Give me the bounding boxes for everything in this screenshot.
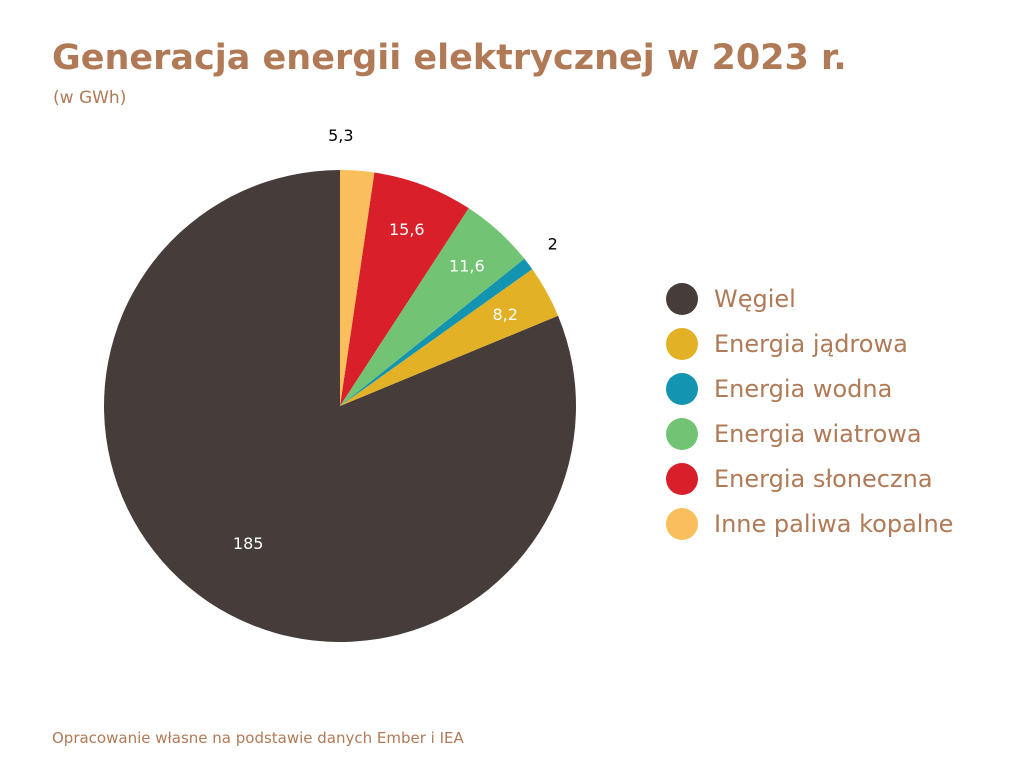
data-label-4: 11,6 <box>449 257 485 276</box>
chart-title: Generacja energii elektrycznej w 2023 r. <box>52 38 847 78</box>
legend-swatch <box>666 462 698 495</box>
legend-swatch <box>666 417 698 450</box>
data-label-6: 5,3 <box>328 126 353 145</box>
legend-label: Węgiel <box>714 284 796 313</box>
data-label-3: 2 <box>548 234 558 253</box>
legend-item: Węgiel <box>666 276 953 321</box>
legend: Węgiel Energia jądrowa Energia wodna Energi… <box>666 276 953 546</box>
legend-swatch <box>666 327 698 360</box>
data-label-2: 8,2 <box>492 305 517 324</box>
source-note: Opracowanie własne na podstawie danych E… <box>52 729 464 747</box>
legend-label: Inne paliwa kopalne <box>714 509 954 538</box>
data-label-1: 185 <box>233 534 264 553</box>
legend-label: Energia słoneczna <box>714 464 933 493</box>
legend-item: Energia jądrowa <box>666 321 953 366</box>
pie-slice-5 <box>340 172 469 406</box>
pie-slice-4 <box>340 208 525 406</box>
legend-item: Energia wodna <box>666 366 953 411</box>
pie-slice-1 <box>104 170 577 643</box>
pie-slice-6 <box>340 170 375 406</box>
pie-slice-3 <box>340 258 533 406</box>
legend-item: Inne paliwa kopalne <box>666 501 953 546</box>
chart-subtitle: (w GWh) <box>53 88 127 108</box>
legend-swatch <box>666 507 698 540</box>
legend-item: Energia słoneczna <box>666 456 953 501</box>
pie-slice-2 <box>340 269 559 406</box>
legend-label: Energia jądrowa <box>714 329 908 358</box>
data-label-5: 15,6 <box>389 220 425 239</box>
legend-swatch <box>666 372 698 405</box>
legend-label: Energia wiatrowa <box>714 419 922 448</box>
legend-swatch <box>666 282 698 315</box>
legend-label: Energia wodna <box>714 374 893 403</box>
legend-item: Energia wiatrowa <box>666 411 953 456</box>
